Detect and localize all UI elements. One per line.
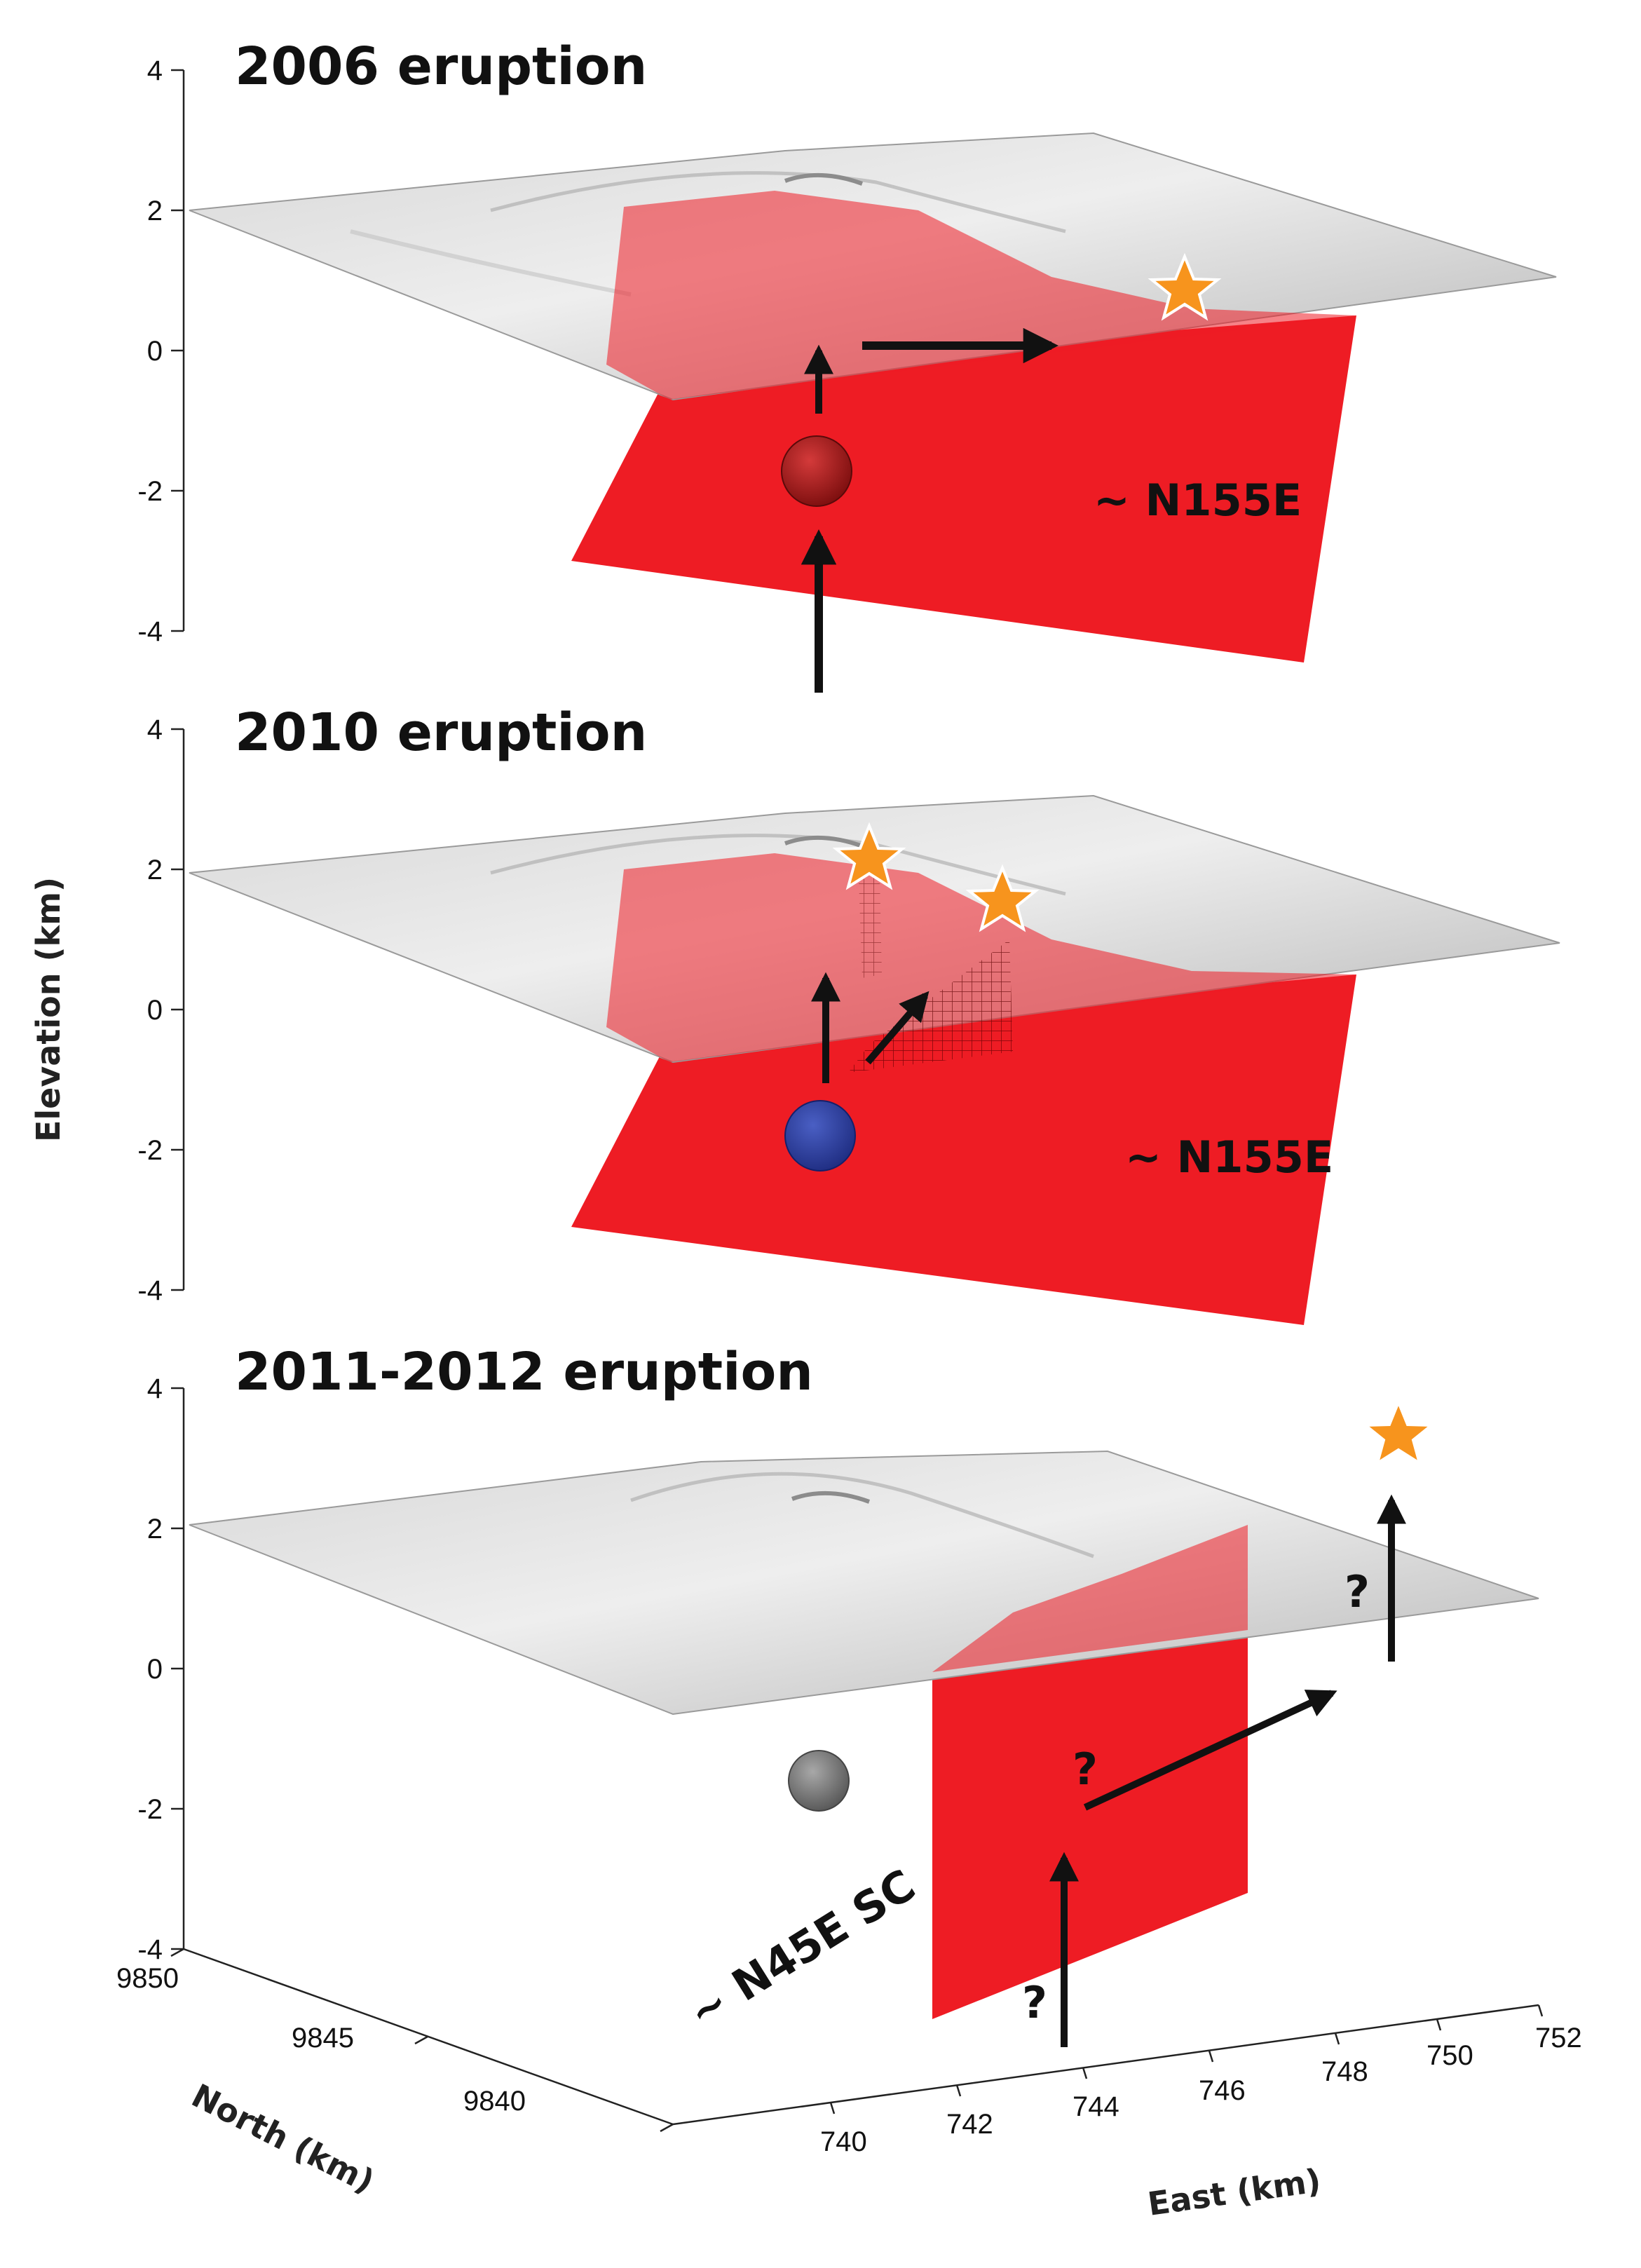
vent-star-icon	[1361, 1398, 1436, 1467]
vent-star-icon	[832, 822, 906, 890]
z-tick-label: 2	[147, 855, 163, 885]
north-tick-label: 9850	[116, 1963, 179, 1994]
east-tick-label: 750	[1426, 2040, 1473, 2071]
east-axis: 740 742 744 746 748 750 752	[672, 2004, 1582, 2157]
intrusion-mesh	[859, 876, 882, 978]
north-axis: 9850 9845 9840	[116, 1948, 674, 2133]
z-tick-label: -4	[137, 1934, 163, 1965]
north-tick-label: 9845	[292, 2023, 354, 2053]
east-tick-label: 746	[1199, 2075, 1246, 2106]
z-tick-label: 0	[147, 1654, 163, 1685]
z-axis-2011-2012: 4 2 0 -2 -4	[137, 1373, 185, 1965]
question-mark: ?	[1344, 1566, 1370, 1617]
east-tick-label: 744	[1073, 2091, 1119, 2122]
north-axis-label: North (km)	[186, 2077, 381, 2201]
z-tick-label: 0	[147, 336, 163, 367]
strike-label: ~ N155E	[1094, 475, 1302, 526]
question-mark: ?	[1022, 1977, 1047, 2028]
dike-plane-upper	[606, 191, 1356, 400]
east-tick-label: 740	[820, 2126, 867, 2157]
z-tick-label: 4	[147, 1373, 163, 1404]
z-tick-label: 4	[147, 714, 163, 745]
strike-label: ~ N155E	[1125, 1132, 1333, 1183]
z-tick-label: 2	[147, 196, 163, 226]
elevation-axis-label: Elevation (km)	[29, 877, 67, 1142]
z-tick-label: -2	[137, 1794, 163, 1825]
z-tick-label: 2	[147, 1514, 163, 1544]
z-tick-label: -2	[137, 476, 163, 507]
lateral-arrow	[1083, 1690, 1337, 1811]
z-tick-label: -4	[137, 1275, 163, 1306]
east-tick-label: 752	[1535, 2023, 1582, 2053]
z-tick-label: 0	[147, 995, 163, 1026]
dike-plane-lower	[571, 315, 1356, 663]
strike-label: ~ N45E SC	[679, 1859, 924, 2039]
panel-title: 2010 eruption	[235, 702, 647, 763]
dike-plane-upper	[932, 1525, 1248, 1672]
z-axis-2010: 4 2 0 -2 -4	[137, 714, 185, 1306]
dike-plane-upper	[606, 853, 1356, 1062]
dike-plane-lower	[571, 975, 1356, 1325]
magma-source-sphere	[784, 1100, 856, 1172]
magma-source-sphere	[788, 1750, 850, 1812]
z-tick-label: -2	[137, 1135, 163, 1166]
terrain-surface	[189, 1450, 1539, 1716]
panel-2006: 4 2 0 -2 -4 ~ N155E 2006 eruption	[137, 36, 1557, 693]
east-tick-label: 748	[1321, 2056, 1368, 2087]
panel-title: 2011-2012 eruption	[235, 1342, 813, 1402]
panel-2011-2012: 4 2 0 -2 -4 ? ? ? ~ N45E SC 2011-2012 er…	[116, 1342, 1582, 2223]
z-tick-label: 4	[147, 55, 163, 86]
magma-source-sphere	[781, 435, 852, 507]
z-axis-2006: 4 2 0 -2 -4	[137, 55, 185, 647]
dike-plane-lower	[932, 1630, 1248, 2019]
vent-star-icon	[1148, 252, 1222, 321]
panel-2010: 4 2 0 -2 -4 ~ N155E 2010 eruption	[137, 702, 1560, 1325]
lateral-arrow	[865, 991, 930, 1065]
east-tick-label: 742	[946, 2109, 993, 2140]
question-mark: ?	[1073, 1744, 1098, 1795]
north-tick-label: 9840	[463, 2086, 526, 2117]
east-axis-label: East (km)	[1145, 2161, 1323, 2223]
vent-star-icon	[965, 864, 1040, 932]
panel-title: 2006 eruption	[235, 36, 647, 97]
z-tick-label: -4	[137, 616, 163, 647]
